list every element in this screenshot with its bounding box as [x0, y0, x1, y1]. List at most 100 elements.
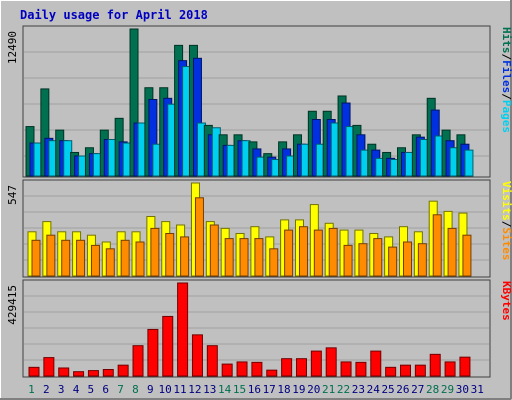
visits-bar-sites-day-15 — [239, 238, 249, 277]
visits-bar-sites-day-20 — [313, 229, 323, 277]
visits-bar-sites-day-9 — [150, 227, 160, 277]
x-tick-label-day-2: 2 — [43, 383, 50, 396]
x-tick-label-day-18: 18 — [277, 383, 290, 396]
legend-visits: Visits — [500, 181, 512, 221]
x-tick-label-day-8: 8 — [132, 383, 139, 396]
visits-bar-sites-day-13 — [209, 224, 219, 277]
visits-bar-sites-day-2 — [46, 234, 56, 277]
visits-bar-sites-day-24 — [373, 238, 383, 277]
visits-scale-label: 547 — [6, 185, 19, 205]
kbytes-bar-kbytes-day-18 — [281, 358, 293, 377]
visits-bar-sites-day-30 — [462, 234, 472, 277]
kbytes-bar-kbytes-day-8 — [132, 345, 144, 377]
kbytes-bar-kbytes-day-12 — [191, 334, 203, 377]
x-tick-label-day-30: 30 — [456, 383, 469, 396]
visits-bar-sites-day-7 — [120, 239, 130, 277]
kbytes-bar-kbytes-day-14 — [221, 363, 233, 377]
kbytes-bar-kbytes-day-23 — [355, 361, 367, 377]
x-tick-label-day-27: 27 — [411, 383, 424, 396]
bars — [25, 28, 474, 377]
hits-bar-pages-day-30 — [464, 149, 474, 177]
visits-bar-sites-day-10 — [165, 232, 175, 277]
kbytes-bar-kbytes-day-3 — [58, 367, 70, 377]
visits-bar-sites-day-14 — [224, 238, 234, 277]
kbytes-bar-kbytes-day-29 — [444, 361, 456, 377]
kbytes-bar-kbytes-day-30 — [459, 356, 471, 377]
x-tick-label-day-21: 21 — [322, 383, 335, 396]
kbytes-bar-kbytes-day-9 — [147, 328, 159, 377]
kbytes-bar-kbytes-day-15 — [236, 361, 248, 377]
chart-title: Daily usage for April 2018 — [20, 8, 208, 22]
x-tick-label-day-25: 25 — [381, 383, 394, 396]
x-tick-label-day-11: 11 — [173, 383, 186, 396]
visits-bar-sites-day-5 — [90, 244, 100, 277]
kbytes-bar-kbytes-day-24 — [370, 350, 382, 377]
x-tick-label-day-22: 22 — [337, 383, 350, 396]
hits-legend-separator: / — [500, 93, 512, 100]
visits-bar-sites-day-19 — [298, 226, 308, 277]
kbytes-bar-kbytes-day-7 — [117, 364, 129, 377]
hits-legend: Hits/Files/Pages — [500, 27, 512, 133]
visits-bar-sites-day-12 — [194, 197, 204, 277]
legend-hits: Hits — [500, 27, 512, 54]
x-tick-label-day-14: 14 — [218, 383, 232, 396]
x-tick-label-day-23: 23 — [352, 383, 365, 396]
x-tick-label-day-19: 19 — [292, 383, 305, 396]
kbytes-legend: KBytes — [500, 281, 512, 321]
kbytes-bar-kbytes-day-13 — [206, 345, 218, 377]
kbytes-bar-kbytes-day-10 — [162, 315, 174, 377]
x-tick-label-day-15: 15 — [233, 383, 246, 396]
kbytes-bar-kbytes-day-1 — [28, 366, 40, 377]
x-tick-label-day-10: 10 — [159, 383, 172, 396]
x-tick-label-day-31: 31 — [471, 383, 484, 396]
x-tick-label-day-9: 9 — [147, 383, 154, 396]
visits-bar-sites-day-1 — [31, 239, 41, 277]
visits-bar-sites-day-3 — [61, 239, 71, 277]
hits-legend-separator: / — [500, 54, 512, 61]
kbytes-bar-kbytes-day-4 — [73, 371, 85, 377]
kbytes-bar-kbytes-day-2 — [43, 357, 55, 377]
visits-bar-sites-day-4 — [76, 239, 86, 277]
visits-bar-sites-day-8 — [135, 241, 145, 277]
kbytes-bar-kbytes-day-11 — [177, 282, 189, 377]
kbytes-bar-kbytes-day-16 — [251, 361, 263, 377]
kbytes-bar-kbytes-day-19 — [295, 358, 307, 377]
x-tick-label-day-28: 28 — [426, 383, 439, 396]
legend-pages: Pages — [500, 100, 512, 133]
x-tick-label-day-26: 26 — [396, 383, 409, 396]
x-tick-label-day-4: 4 — [73, 383, 80, 396]
visits-bar-sites-day-28 — [432, 214, 442, 277]
x-tick-label-day-7: 7 — [117, 383, 124, 396]
legend-kbytes: KBytes — [500, 281, 512, 321]
x-tick-label-day-12: 12 — [188, 383, 201, 396]
kbytes-bar-kbytes-day-5 — [87, 370, 99, 377]
legend-sites: Sites — [500, 227, 512, 260]
visits-legend-separator: / — [500, 221, 512, 228]
x-tick-label-day-13: 13 — [203, 383, 216, 396]
kbytes-bar-kbytes-day-6 — [102, 369, 114, 377]
kbytes-bar-kbytes-day-17 — [266, 369, 278, 377]
x-tick-label-day-1: 1 — [28, 383, 35, 396]
x-tick-label-day-29: 29 — [441, 383, 454, 396]
kbytes-bar-kbytes-day-25 — [385, 366, 397, 377]
kbytes-scale-label: 429415 — [6, 285, 19, 325]
kbytes-bar-kbytes-day-27 — [414, 364, 426, 377]
visits-bar-sites-day-17 — [269, 248, 279, 277]
x-tick-label-day-24: 24 — [367, 383, 381, 396]
x-tick-label-day-3: 3 — [58, 383, 65, 396]
visits-bar-sites-day-29 — [447, 227, 457, 277]
kbytes-bar-kbytes-day-28 — [429, 353, 441, 377]
x-tick-label-day-16: 16 — [248, 383, 261, 396]
visits-bar-sites-day-11 — [180, 236, 190, 277]
x-tick-label-day-6: 6 — [102, 383, 109, 396]
x-tick-label-day-5: 5 — [88, 383, 95, 396]
visits-bar-sites-day-16 — [254, 238, 264, 277]
kbytes-bar-kbytes-day-21 — [325, 347, 337, 377]
visits-bar-sites-day-21 — [328, 227, 338, 277]
visits-bar-sites-day-18 — [284, 229, 294, 277]
kbytes-bar-kbytes-day-20 — [310, 350, 322, 377]
kbytes-bar-kbytes-day-26 — [400, 364, 411, 377]
hits-scale-label: 12490 — [6, 31, 19, 64]
